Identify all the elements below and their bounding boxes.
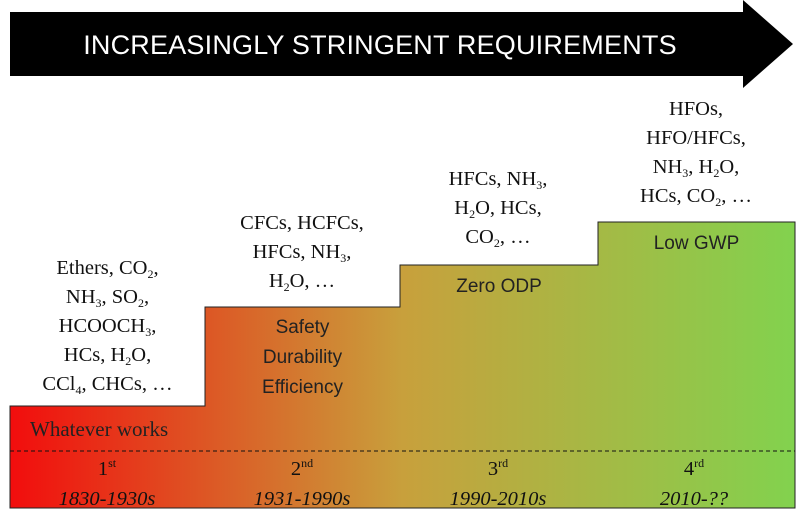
requirement-gen2: Safety Durability Efficiency (205, 313, 400, 403)
generation-number: 2 (290, 458, 302, 480)
refrigerants-gen2: CFCs, HCFCs, HFCs, NH3, H2O, … (202, 209, 402, 296)
generation-years: 1990-2010s (449, 488, 547, 510)
refrigerant-line: HFOs, (668, 98, 724, 120)
refrigerants-gen1: Ethers, CO2, NH3, SO2, HCOOCH3, HCs, H2O… (10, 254, 205, 399)
refrigerant-line: Ethers, CO2, (56, 257, 159, 281)
refrigerant-line: CFCs, HCFCs, (240, 212, 364, 234)
generation-number: 1 (97, 458, 109, 480)
requirements-arrow (10, 0, 793, 88)
refrigerants-gen3: HFCs, NH3, H2O, HCs, CO2, … (398, 165, 598, 252)
arrow-shape (10, 0, 793, 88)
generation-years: 1931-1990s (253, 488, 351, 510)
refrigerant-line: HCs, CO2, … (640, 185, 752, 209)
requirement-gen4: Low GWP (598, 229, 795, 259)
refrigerant-line: HFCs, NH3, (448, 168, 548, 192)
refrigerant-line: NH3, SO2, (65, 286, 150, 310)
requirement-gen1: Whatever works (30, 417, 169, 441)
generation-label-3: 3rd 1990-2010s (403, 454, 593, 514)
generation-suffix: rd (498, 456, 509, 471)
requirement-line: Zero ODP (456, 276, 542, 297)
refrigerant-line: HFCs, NH3, (252, 241, 352, 265)
refrigerant-line: H2O, … (268, 270, 336, 294)
requirement-line: Efficiency (262, 377, 343, 398)
generation-years: 2010-?? (659, 488, 729, 510)
refrigerant-line: NH3, H2O, (652, 156, 740, 180)
generation-suffix: nd (301, 456, 314, 471)
staircase-area (9, 221, 796, 509)
generation-number: 3 (487, 458, 499, 480)
requirement-gen3: Zero ODP (400, 272, 598, 302)
refrigerants-gen4: HFOs, HFO/HFCs, NH3, H2O, HCs, CO2, … (596, 95, 796, 211)
generation-years: 1830-1930s (58, 488, 156, 510)
refrigerant-line: HFO/HFCs, (646, 127, 746, 149)
requirement-line: Safety (275, 317, 330, 338)
generation-label-1: 1st 1830-1930s (12, 454, 202, 514)
requirement-line: Low GWP (653, 233, 740, 254)
generation-suffix: rd (694, 456, 705, 471)
generation-label-2: 2nd 1931-1990s (207, 454, 397, 514)
generation-label-4: 4rd 2010-?? (599, 454, 789, 514)
arrow-label: INCREASINGLY STRINGENT REQUIREMENTS (83, 29, 677, 60)
generation-number: 4 (683, 458, 695, 480)
refrigerant-line: H2O, HCs, (454, 197, 542, 221)
refrigerant-line: CCl4, CHCs, … (42, 373, 173, 397)
refrigerant-line: CO2, … (465, 226, 531, 250)
requirement-line: Durability (262, 347, 343, 368)
refrigerant-line: HCOOCH3, (58, 315, 157, 339)
generation-suffix: st (108, 456, 117, 471)
refrigerant-line: HCs, H2O, (63, 344, 152, 368)
